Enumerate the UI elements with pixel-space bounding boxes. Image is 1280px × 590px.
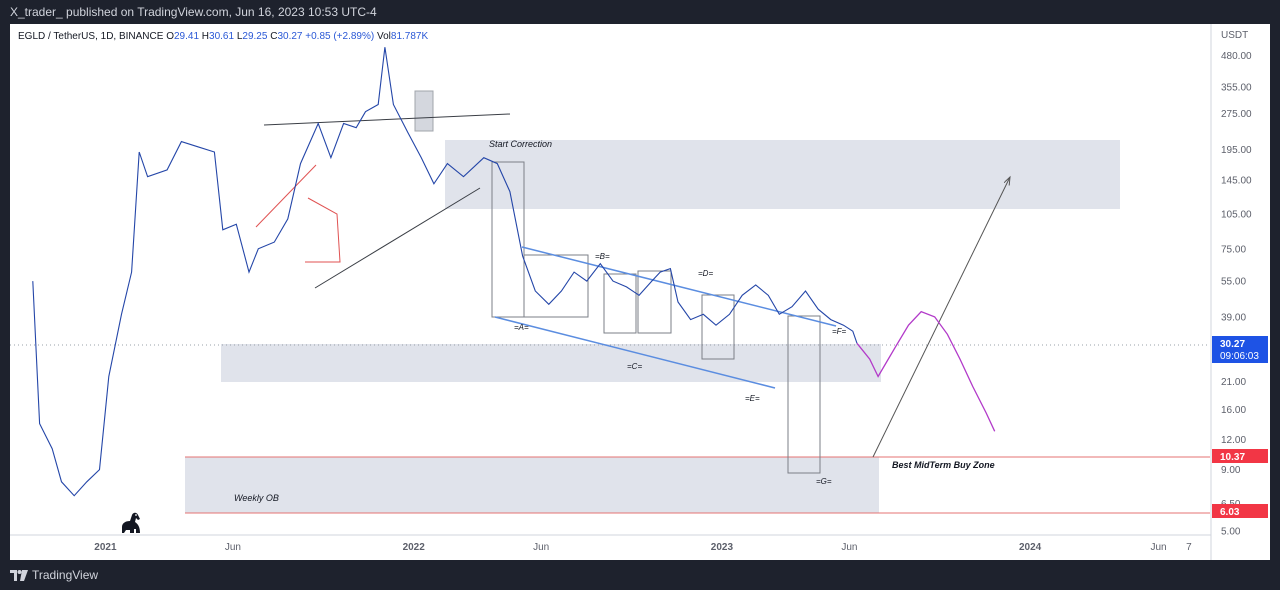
y-tick-label: 195.00 — [1221, 145, 1252, 156]
volume-label: Vol — [376, 31, 391, 42]
y-axis-ticks: 480.00 355.00 275.00 195.00 145.00 105.00 75.0… — [1221, 51, 1252, 537]
x-tick-label: 2024 — [1019, 542, 1042, 553]
volume-value: 81.787K — [390, 31, 429, 42]
low-value: 29.25 — [242, 31, 268, 42]
close-label: C — [270, 31, 278, 42]
open-value: 29.41 — [173, 31, 200, 42]
level-badge-lower: 6.03 — [1212, 504, 1268, 518]
y-tick-label: 75.00 — [1221, 244, 1246, 255]
y-tick-label: 12.00 — [1221, 435, 1246, 446]
current-price-badge: 30.27 09:06:03 — [1212, 336, 1268, 363]
chart-panel[interactable]: Start Correction =A= =B= =C= =D= =E= =F=… — [10, 24, 1270, 560]
box-wave-c2[interactable] — [637, 270, 672, 334]
publish-header: X_trader_ published on TradingView.com, … — [0, 0, 1280, 24]
top-resistance-line[interactable] — [263, 113, 511, 126]
wave-c-label: =C= — [627, 362, 642, 371]
wave-d-label: =D= — [698, 269, 713, 278]
y-tick-label: 355.00 — [1221, 83, 1252, 94]
y-tick-label: 275.00 — [1221, 109, 1252, 120]
y-tick-label: 55.00 — [1221, 277, 1246, 288]
dinosaur-icon — [122, 512, 140, 533]
wave-g-label: =G= — [816, 477, 832, 486]
price-chart[interactable]: Start Correction =A= =B= =C= =D= =E= =F=… — [10, 24, 1270, 560]
tradingview-logo-icon — [10, 570, 28, 582]
tradingview-logo[interactable]: TradingView — [10, 560, 98, 590]
close-value: 30.27 — [277, 31, 303, 42]
price-series-line[interactable] — [32, 47, 858, 497]
mid-demand-zone — [221, 344, 881, 382]
channel-upper-line[interactable] — [521, 246, 837, 327]
current-price-value: 30.27 — [1220, 339, 1245, 350]
x-tick-label: Jun — [225, 542, 241, 553]
wave-a-label: =A= — [514, 323, 529, 332]
box-wave-c1[interactable] — [603, 273, 637, 334]
symbol-name: EGLD / TetherUS, 1D, BINANCE — [18, 31, 164, 42]
start-correction-label: Start Correction — [489, 139, 552, 149]
x-tick-label: Jun — [533, 542, 549, 553]
low-label: L — [236, 31, 243, 42]
x-tick-label: 2023 — [711, 542, 734, 553]
bar-countdown: 09:06:03 — [1220, 351, 1259, 362]
box-top[interactable] — [414, 90, 434, 132]
upper-supply-zone — [445, 140, 1120, 209]
x-tick-label: 2022 — [403, 542, 426, 553]
wave-f-label: =F= — [832, 327, 847, 336]
weekly-ob-zone — [185, 457, 879, 513]
x-tick-label: 7 — [1186, 542, 1192, 553]
box-wave-e[interactable] — [701, 294, 735, 360]
symbol-legend[interactable]: EGLD / TetherUS, 1D, BINANCE O29.41 H30.… — [18, 31, 428, 42]
channel-lower-line[interactable] — [494, 316, 776, 389]
y-tick-label: 480.00 — [1221, 51, 1252, 62]
high-label: H — [201, 31, 210, 42]
box-wave-g[interactable] — [787, 315, 821, 474]
red-line-a[interactable] — [255, 164, 317, 228]
weekly-ob-label: Weekly OB — [234, 493, 279, 503]
wave-b-label: =B= — [595, 252, 610, 261]
high-value: 30.61 — [209, 31, 235, 42]
y-tick-label: 5.00 — [1221, 526, 1241, 537]
x-tick-label: 2021 — [94, 542, 117, 553]
level-badge-lower-value: 6.03 — [1220, 507, 1240, 518]
change-value: +0.85 (+2.89%) — [305, 31, 375, 42]
x-tick-label: Jun — [1150, 542, 1166, 553]
open-label: O — [166, 31, 174, 42]
box-wave-a[interactable] — [491, 161, 525, 318]
level-badge-upper-value: 10.37 — [1220, 452, 1245, 463]
y-tick-label: 145.00 — [1221, 176, 1252, 187]
y-tick-label: 105.00 — [1221, 209, 1252, 220]
forecast-series-line[interactable] — [856, 310, 996, 432]
red-flag[interactable] — [305, 197, 341, 263]
wave-e-label: =E= — [745, 394, 760, 403]
x-axis-ticks: 2021 Jun 2022 Jun 2023 Jun 2024 Jun 7 — [94, 542, 1192, 553]
footer: TradingView — [0, 560, 1280, 590]
y-axis-unit: USDT — [1221, 30, 1248, 41]
brand-text: TradingView — [32, 568, 99, 582]
y-tick-label: 21.00 — [1221, 377, 1246, 388]
y-tick-label: 9.00 — [1221, 465, 1241, 476]
projection-arrow[interactable] — [872, 177, 1010, 458]
buy-zone-label: Best MidTerm Buy Zone — [892, 460, 995, 470]
y-tick-label: 16.00 — [1221, 405, 1246, 416]
level-badge-upper: 10.37 — [1212, 449, 1268, 463]
y-tick-label: 39.00 — [1221, 312, 1246, 323]
rising-support-line[interactable] — [314, 187, 481, 289]
x-tick-label: Jun — [841, 542, 857, 553]
publish-info: X_trader_ published on TradingView.com, … — [10, 5, 377, 19]
